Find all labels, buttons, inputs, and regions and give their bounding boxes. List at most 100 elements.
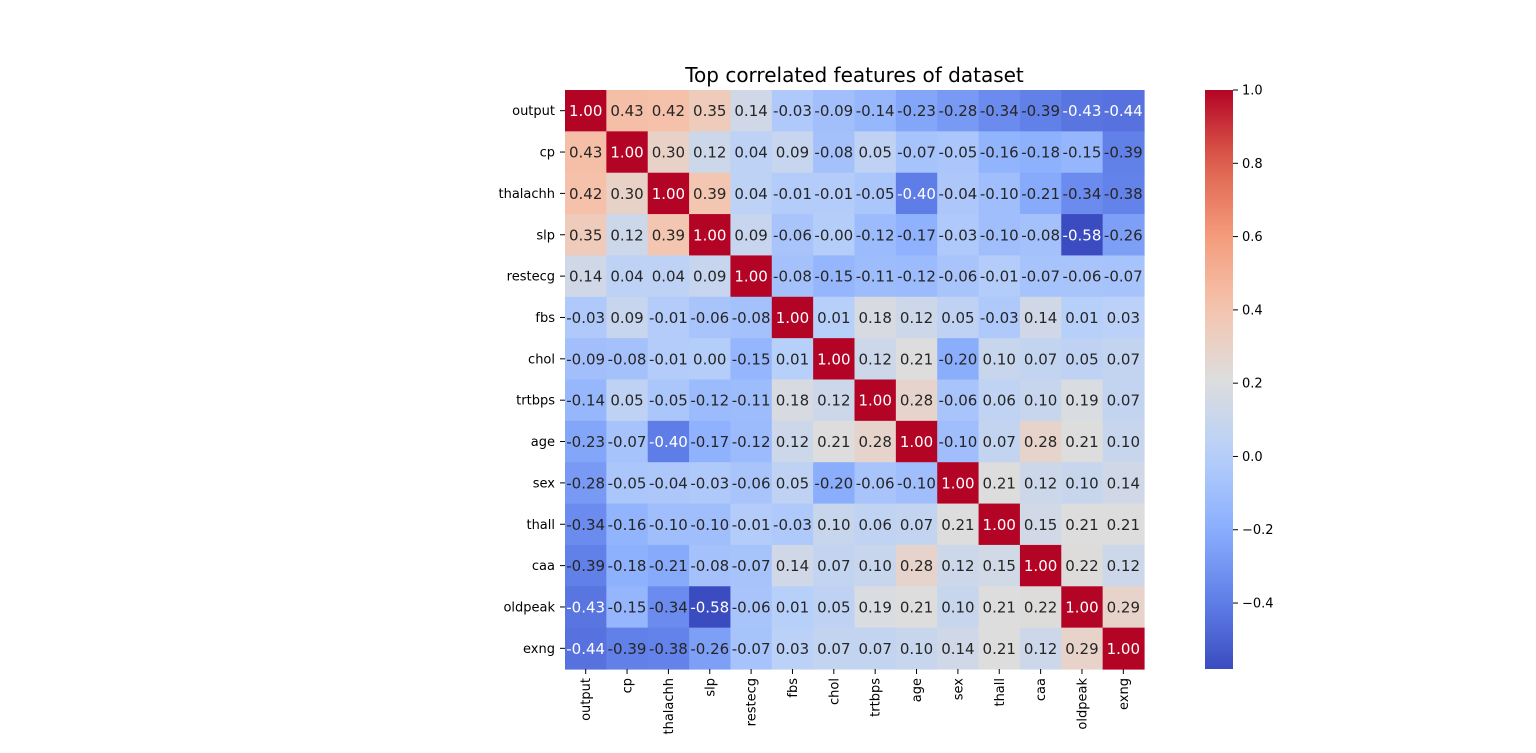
heatmap-cell [771, 379, 814, 422]
heatmap-cell [771, 420, 814, 463]
heatmap-cell [647, 214, 690, 257]
heatmap-cell [565, 214, 607, 257]
heatmap-cell [771, 214, 814, 257]
cell-value-label: 0.39 [652, 226, 685, 244]
heatmap-cell [565, 90, 607, 132]
cell-value-label: -0.08 [814, 144, 853, 162]
cell-value-label: -0.15 [732, 350, 771, 368]
heatmap-cell [647, 338, 690, 381]
cell-value-label: 0.42 [652, 102, 685, 120]
cell-value-label: -0.17 [897, 226, 936, 244]
y-tick-label: thall [526, 518, 555, 533]
heatmap-cell [565, 544, 607, 587]
cell-value-label: 0.05 [941, 309, 974, 327]
cell-value-label: 0.05 [817, 598, 850, 616]
heatmap-cell [1061, 131, 1104, 174]
cell-value-label: 0.07 [900, 516, 933, 534]
heatmap-cell [1061, 544, 1104, 587]
heatmap-cell [813, 503, 856, 546]
heatmap-cell [606, 255, 649, 298]
heatmap-cell [813, 627, 856, 670]
cell-value-label: 0.35 [569, 226, 602, 244]
cell-value-label: 1.00 [817, 350, 850, 368]
cell-value-label: 0.07 [817, 557, 850, 575]
cell-value-label: -0.11 [732, 392, 771, 410]
cell-value-label: 0.22 [1024, 598, 1057, 616]
x-tick-label: oldpeak [1075, 678, 1090, 730]
x-tick-label: fbs [786, 678, 801, 698]
x-tick-label: thalachh [662, 678, 677, 735]
heatmap-cell [647, 420, 690, 463]
heatmap-cell [1019, 586, 1062, 629]
heatmap-cell [895, 379, 938, 422]
heatmap-cell [813, 296, 856, 339]
heatmap-cell [565, 379, 607, 422]
heatmap-cell [606, 503, 649, 546]
heatmap-cell [730, 296, 773, 339]
heatmap-cell [1019, 627, 1062, 670]
cell-value-label: 0.07 [1107, 350, 1140, 368]
cell-value-label: 0.30 [652, 144, 685, 162]
heatmap-cell [813, 379, 856, 422]
heatmap-cell [606, 627, 649, 670]
cell-value-label: -0.23 [566, 433, 605, 451]
y-tick-label: output [512, 104, 555, 119]
heatmap-cell [565, 462, 607, 505]
cell-value-label: -0.05 [938, 144, 977, 162]
heatmap-cell [565, 503, 607, 546]
heatmap-cell [1061, 462, 1104, 505]
heatmap-cell [647, 503, 690, 546]
cell-value-label: -0.14 [856, 102, 895, 120]
heatmap-cell [978, 131, 1021, 174]
cell-value-label: -0.10 [649, 516, 688, 534]
heatmap-cell [647, 544, 690, 587]
heatmap-cell [937, 90, 980, 132]
heatmap-cell [854, 503, 897, 546]
y-tick-label: sex [533, 476, 556, 491]
cell-value-label: 0.21 [1065, 433, 1098, 451]
colorbar-tick-label: 0.6 [1242, 230, 1263, 245]
heatmap-cell [854, 544, 897, 587]
heatmap-cell [895, 255, 938, 298]
heatmap-cell [1061, 627, 1104, 670]
cell-value-label: -0.12 [856, 226, 895, 244]
heatmap-cell [813, 544, 856, 587]
cell-value-label: -0.00 [814, 226, 853, 244]
heatmap-cell [895, 338, 938, 381]
heatmap-cell [854, 214, 897, 257]
heatmap-cell [689, 131, 732, 174]
cell-value-label: -0.12 [897, 268, 936, 286]
cell-value-label: 0.21 [983, 474, 1016, 492]
heatmap-cell [978, 586, 1021, 629]
heatmap-cell [937, 544, 980, 587]
cell-value-label: 1.00 [734, 268, 767, 286]
heatmap-cell [1061, 296, 1104, 339]
cell-value-label: -0.01 [649, 309, 688, 327]
heatmap-cell [647, 172, 690, 215]
cell-value-label: 0.09 [734, 226, 767, 244]
heatmap-cell [1061, 503, 1104, 546]
cell-value-label: 0.21 [900, 350, 933, 368]
heatmap-cell [606, 214, 649, 257]
colorbar-tick-label: −0.2 [1242, 523, 1274, 538]
cell-value-label: -0.18 [608, 557, 647, 575]
cell-value-label: 0.14 [776, 557, 809, 575]
heatmap-cell [1102, 544, 1145, 587]
heatmap-cell [1061, 338, 1104, 381]
heatmap-cell [1102, 338, 1145, 381]
heatmap-cell [1061, 172, 1104, 215]
heatmap-cell [730, 214, 773, 257]
cell-value-label: 1.00 [1065, 598, 1098, 616]
heatmap-cell [606, 90, 649, 132]
colorbar-tick-label: 0.0 [1242, 450, 1263, 465]
cell-value-label: 0.12 [776, 433, 809, 451]
cell-value-label: -0.08 [773, 268, 812, 286]
cell-value-label: 0.21 [983, 640, 1016, 658]
heatmap-cell [937, 214, 980, 257]
cell-value-label: -0.38 [1104, 185, 1143, 203]
cell-value-label: 0.21 [1065, 516, 1098, 534]
cell-value-label: -0.26 [1104, 226, 1143, 244]
heatmap-cell [813, 420, 856, 463]
cell-value-label: -0.04 [649, 474, 688, 492]
cell-value-label: -0.23 [897, 102, 936, 120]
